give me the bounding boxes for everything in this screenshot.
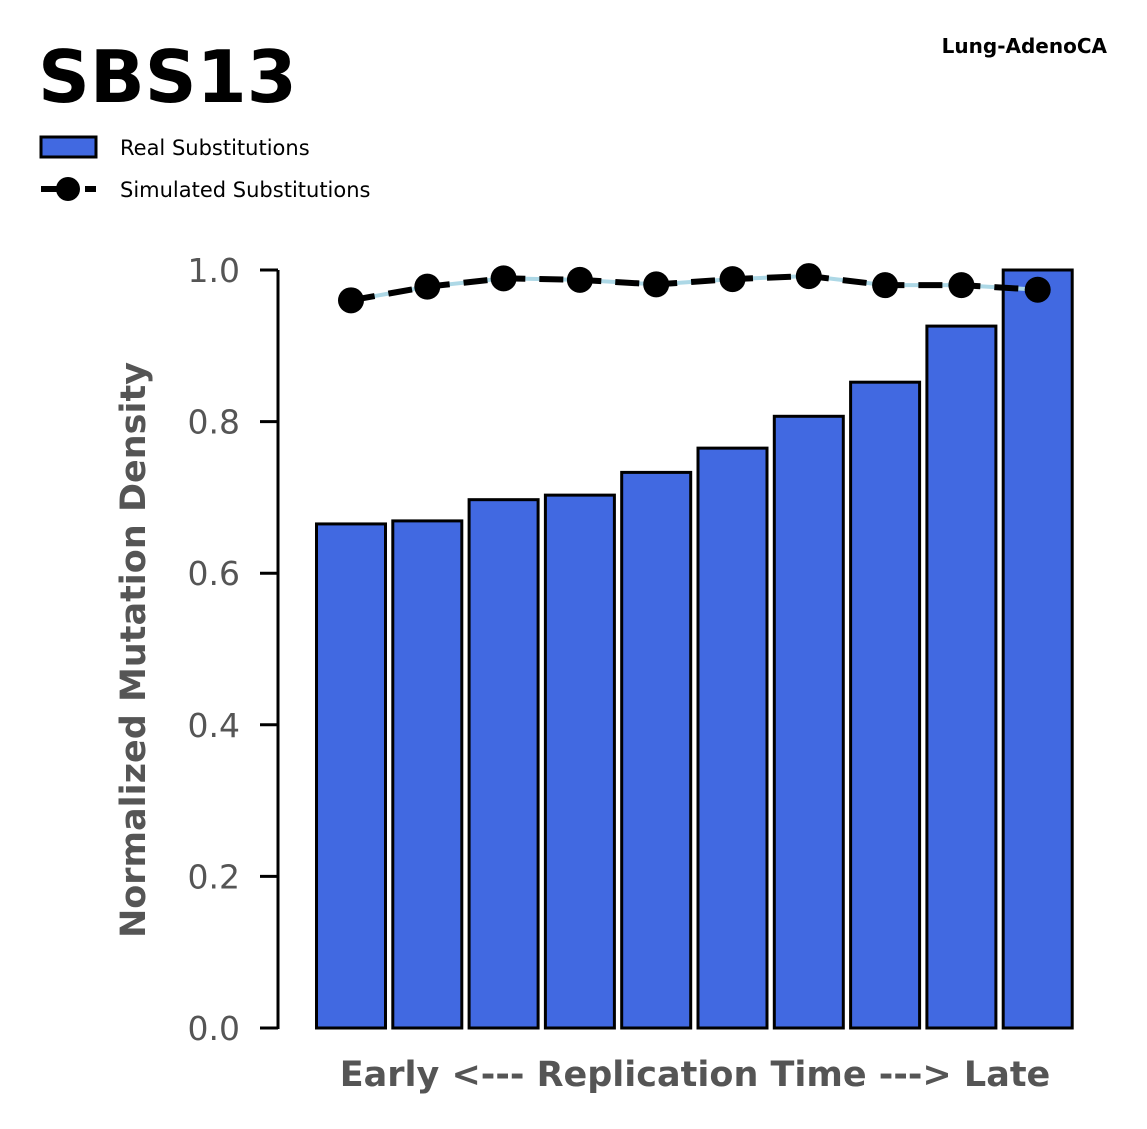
legend-bar-swatch: [39, 135, 98, 159]
bar-real-4: [543, 493, 616, 1030]
point-simulated-6: [719, 266, 746, 293]
legend: Real Substitutions Simulated Substitutio…: [39, 135, 370, 202]
point-simulated-2: [414, 273, 441, 300]
bar-real-9: [925, 324, 998, 1030]
point-simulated-4: [566, 266, 593, 293]
y-tick-label: 0.8: [188, 403, 240, 442]
bar-real-2: [391, 519, 464, 1030]
legend-label-simulated: Simulated Substitutions: [120, 178, 370, 202]
bar-real-3: [467, 498, 540, 1030]
chart-subtitle: Lung-AdenoCA: [942, 34, 1108, 58]
point-simulated-7: [795, 263, 822, 290]
legend-label-real: Real Substitutions: [120, 136, 310, 160]
chart-title: SBS13: [38, 35, 297, 119]
point-simulated-10: [1024, 276, 1051, 303]
y-axis-label: Normalized Mutation Density: [114, 362, 154, 938]
y-tick-label: 0.4: [188, 706, 240, 745]
point-simulated-1: [338, 287, 364, 314]
y-tick-label: 1.0: [188, 251, 240, 290]
point-simulated-5: [643, 271, 670, 298]
legend-marker: [56, 177, 80, 201]
y-tick-label: 0.6: [188, 554, 240, 593]
bar-real-7: [772, 414, 845, 1030]
bar-real-6: [696, 446, 769, 1030]
y-tick-label: 0.0: [188, 1009, 240, 1048]
point-simulated-9: [948, 272, 975, 299]
x-axis-label: Early <--- Replication Time ---> Late: [340, 1055, 1051, 1095]
point-simulated-3: [490, 265, 517, 292]
y-tick-label: 0.2: [188, 857, 240, 896]
bar-real-10: [1001, 268, 1074, 1030]
bar-real-8: [849, 380, 922, 1030]
bar-real-1: [315, 522, 387, 1030]
simulated-line: [350, 273, 1038, 304]
point-simulated-8: [872, 272, 899, 299]
bar-real-5: [620, 470, 693, 1030]
